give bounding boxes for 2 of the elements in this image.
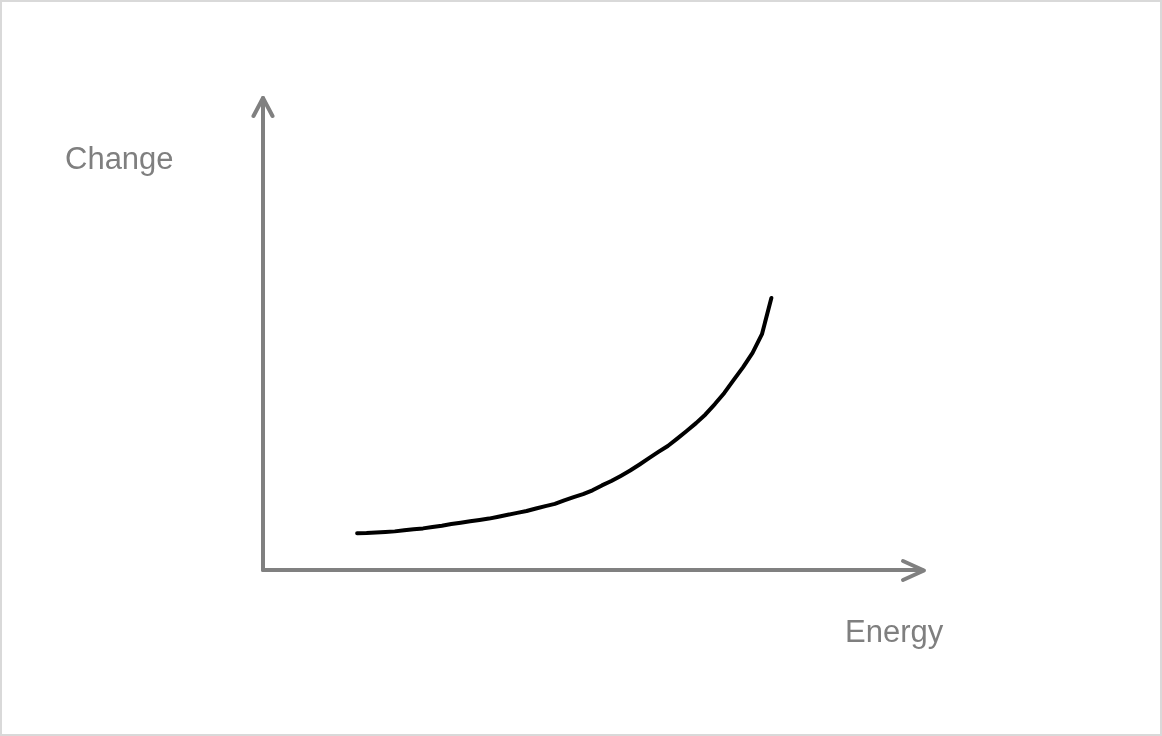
x-axis-title: Energy (845, 614, 944, 649)
y-axis-title: Change (65, 141, 174, 176)
